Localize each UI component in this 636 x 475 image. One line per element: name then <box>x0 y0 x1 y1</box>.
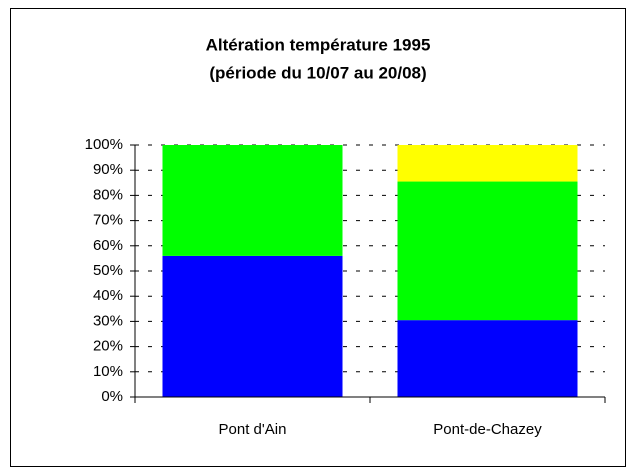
chart-title: Altération température 1995 <box>206 35 431 54</box>
y-tick-label: 70% <box>93 212 123 229</box>
bar-segment <box>397 145 578 182</box>
bar-segment <box>397 181 578 321</box>
y-tick-label: 0% <box>101 388 123 405</box>
y-tick-label: 30% <box>93 312 123 329</box>
bar-segment <box>162 255 343 397</box>
y-tick-label: 80% <box>93 186 123 203</box>
x-tick-label: Pont d'Ain <box>219 421 287 438</box>
y-tick-label: 40% <box>93 287 123 304</box>
y-tick-label: 50% <box>93 262 123 279</box>
bar-segment <box>397 320 578 397</box>
y-tick-label: 90% <box>93 161 123 178</box>
bar-segment <box>162 145 343 256</box>
y-tick-label: 60% <box>93 237 123 254</box>
chart-subtitle: (période du 10/07 au 20/08) <box>209 63 426 82</box>
x-tick-label: Pont-de-Chazey <box>433 421 542 438</box>
y-tick-label: 10% <box>93 363 123 380</box>
y-tick-label: 100% <box>85 136 123 153</box>
y-tick-label: 20% <box>93 338 123 355</box>
